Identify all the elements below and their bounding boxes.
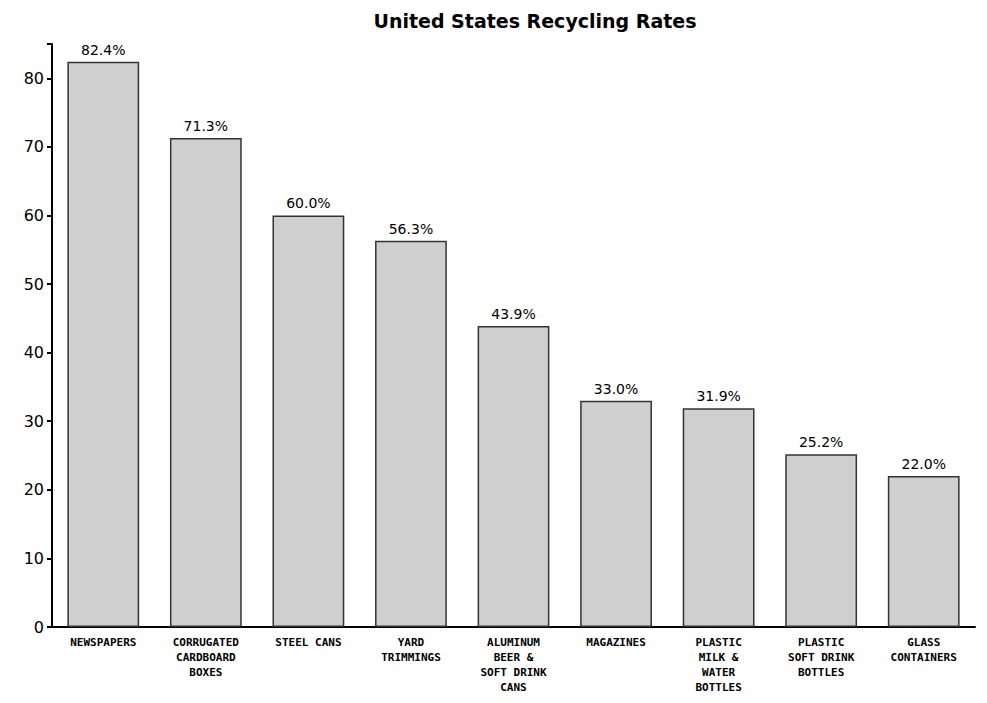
svg-text:BOXES: BOXES	[189, 666, 222, 679]
svg-text:80: 80	[24, 69, 44, 88]
svg-text:TRIMMINGS: TRIMMINGS	[381, 651, 441, 664]
svg-text:33.0%: 33.0%	[594, 381, 638, 397]
svg-text:GLASS: GLASS	[907, 636, 940, 649]
svg-text:70: 70	[24, 137, 44, 156]
svg-text:30: 30	[24, 412, 44, 431]
svg-text:82.4%: 82.4%	[81, 42, 125, 58]
svg-text:CANS: CANS	[500, 681, 527, 694]
svg-text:PLASTIC: PLASTIC	[695, 636, 741, 649]
svg-text:43.9%: 43.9%	[491, 306, 535, 322]
svg-text:BOTTLES: BOTTLES	[695, 681, 741, 694]
svg-text:SOFT DRINK: SOFT DRINK	[480, 666, 547, 679]
svg-text:CARDBOARD: CARDBOARD	[176, 651, 236, 664]
svg-text:MAGAZINES: MAGAZINES	[586, 636, 646, 649]
svg-text:50: 50	[24, 275, 44, 294]
svg-text:31.9%: 31.9%	[696, 388, 740, 404]
svg-text:10: 10	[24, 549, 44, 568]
svg-text:WATER: WATER	[702, 666, 735, 679]
svg-text:BEER &: BEER &	[494, 651, 534, 664]
svg-text:25.2%: 25.2%	[799, 434, 843, 450]
svg-text:22.0%: 22.0%	[901, 456, 945, 472]
svg-text:PLASTIC: PLASTIC	[798, 636, 844, 649]
svg-text:60: 60	[24, 206, 44, 225]
svg-text:0: 0	[34, 618, 44, 637]
svg-text:56.3%: 56.3%	[389, 221, 433, 237]
svg-text:60.0%: 60.0%	[286, 195, 330, 211]
svg-text:20: 20	[24, 480, 44, 499]
svg-text:BOTTLES: BOTTLES	[798, 666, 844, 679]
svg-text:40: 40	[24, 343, 44, 362]
svg-text:STEEL CANS: STEEL CANS	[275, 636, 341, 649]
svg-text:MILK &: MILK &	[699, 651, 739, 664]
svg-text:71.3%: 71.3%	[184, 118, 228, 134]
svg-text:CORRUGATED: CORRUGATED	[173, 636, 240, 649]
svg-text:SOFT DRINK: SOFT DRINK	[788, 651, 855, 664]
svg-text:United States Recycling Rates: United States Recycling Rates	[373, 10, 696, 32]
svg-text:YARD: YARD	[398, 636, 425, 649]
svg-text:CONTAINERS: CONTAINERS	[891, 651, 957, 664]
svg-text:NEWSPAPERS: NEWSPAPERS	[70, 636, 136, 649]
svg-text:ALUMINUM: ALUMINUM	[487, 636, 540, 649]
